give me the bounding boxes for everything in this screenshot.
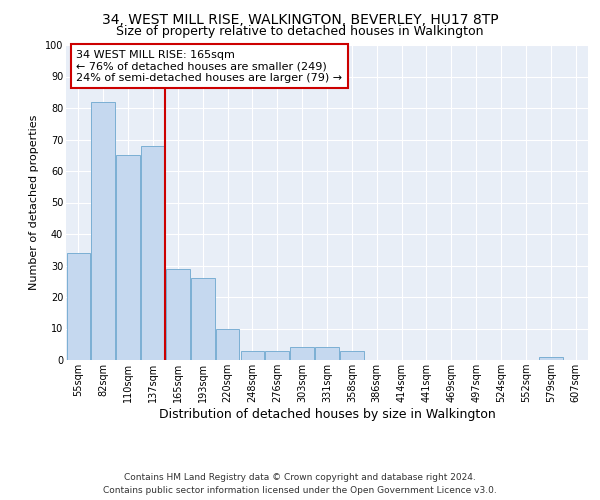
- Bar: [290, 348, 314, 360]
- Bar: [191, 278, 215, 360]
- Bar: [91, 102, 115, 360]
- Bar: [166, 268, 190, 360]
- Bar: [315, 348, 339, 360]
- Text: 34 WEST MILL RISE: 165sqm
← 76% of detached houses are smaller (249)
24% of semi: 34 WEST MILL RISE: 165sqm ← 76% of detac…: [76, 50, 343, 83]
- X-axis label: Distribution of detached houses by size in Walkington: Distribution of detached houses by size …: [158, 408, 496, 421]
- Text: Size of property relative to detached houses in Walkington: Size of property relative to detached ho…: [116, 25, 484, 38]
- Bar: [340, 350, 364, 360]
- Bar: [539, 357, 563, 360]
- Text: 34, WEST MILL RISE, WALKINGTON, BEVERLEY, HU17 8TP: 34, WEST MILL RISE, WALKINGTON, BEVERLEY…: [101, 12, 499, 26]
- Text: Contains HM Land Registry data © Crown copyright and database right 2024.
Contai: Contains HM Land Registry data © Crown c…: [103, 474, 497, 495]
- Bar: [265, 350, 289, 360]
- Bar: [241, 350, 264, 360]
- Bar: [67, 253, 90, 360]
- Bar: [216, 328, 239, 360]
- Bar: [116, 155, 140, 360]
- Y-axis label: Number of detached properties: Number of detached properties: [29, 115, 39, 290]
- Bar: [141, 146, 165, 360]
